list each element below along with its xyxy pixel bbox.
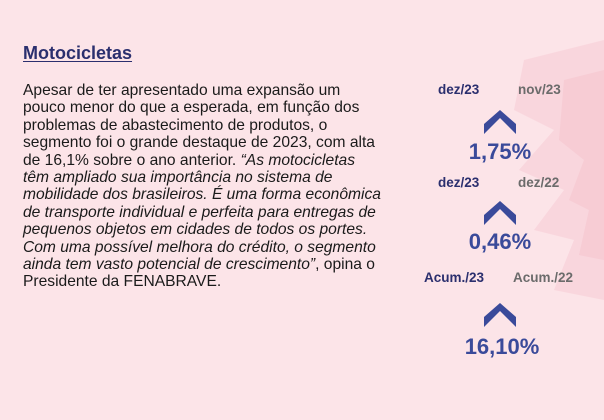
stat-value: 1,75% (468, 139, 532, 164)
stat-value: 16,10% (464, 334, 540, 359)
up-chevron-icon (484, 110, 516, 134)
stat-period-current: dez/23 (438, 82, 480, 97)
article-intro: Apesar de ter apresentado uma expansão u… (23, 82, 375, 169)
stat-period-compare: Acum./22 (513, 270, 574, 285)
article-outro: , opina o Presidente da FENABRAVE. (23, 256, 375, 291)
article-paragraph: Apesar de ter apresentado uma expansão u… (23, 82, 383, 291)
stat-accumulated-change: Acum./23 Acum./22 16,10% (400, 270, 600, 365)
up-chevron-icon (484, 201, 516, 225)
stat-period-compare: nov/23 (518, 82, 561, 97)
up-chevron-icon (484, 303, 516, 327)
section-title: Motocicletas (23, 43, 133, 63)
stat-period-compare: dez/22 (518, 175, 560, 190)
president-quote: “As motocicletas têm ampliado sua import… (23, 151, 381, 274)
stat-monthly-change: dez/23 nov/23 1,75% (400, 82, 600, 172)
stat-period-current: Acum./23 (424, 270, 485, 285)
background-watermark-graphic (514, 40, 604, 300)
stat-period-current: dez/23 (438, 175, 480, 190)
stat-value: 0,46% (468, 229, 532, 254)
stat-yearly-change: dez/23 dez/22 0,46% (400, 175, 600, 265)
